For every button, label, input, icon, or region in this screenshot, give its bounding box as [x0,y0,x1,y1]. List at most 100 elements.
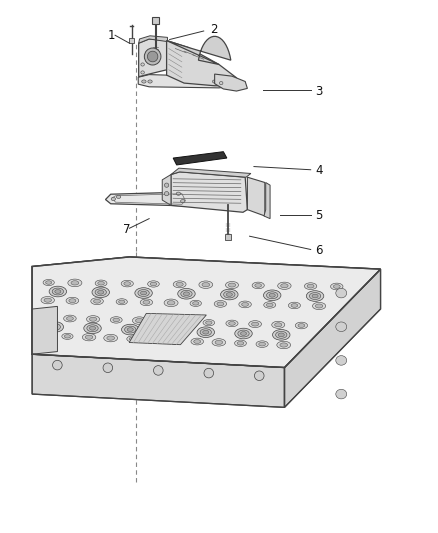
Text: 2: 2 [210,23,218,36]
Ellipse shape [238,330,249,337]
Ellipse shape [217,302,224,306]
Ellipse shape [150,282,157,286]
Ellipse shape [124,326,136,333]
Ellipse shape [295,322,307,329]
Ellipse shape [95,280,107,286]
Polygon shape [171,168,251,177]
Ellipse shape [164,183,169,187]
Ellipse shape [309,293,321,300]
Ellipse shape [141,71,145,74]
Bar [225,234,231,240]
Ellipse shape [140,299,152,305]
Ellipse shape [184,292,190,296]
Ellipse shape [336,389,347,399]
Ellipse shape [212,80,217,83]
Ellipse shape [181,290,192,297]
Ellipse shape [116,298,127,305]
Ellipse shape [275,323,282,327]
Ellipse shape [107,336,115,340]
Ellipse shape [64,315,76,322]
Ellipse shape [129,337,135,341]
Ellipse shape [43,316,50,320]
Ellipse shape [205,321,212,325]
Polygon shape [247,177,265,216]
Ellipse shape [226,293,233,296]
Ellipse shape [46,321,64,332]
Ellipse shape [148,336,160,343]
Polygon shape [32,354,285,407]
Ellipse shape [278,333,284,337]
Polygon shape [138,75,237,88]
Ellipse shape [148,51,158,62]
Ellipse shape [64,335,71,338]
Ellipse shape [219,80,224,83]
Ellipse shape [169,337,182,344]
Ellipse shape [159,326,177,336]
Ellipse shape [52,325,58,329]
Text: 4: 4 [315,164,322,177]
Ellipse shape [221,289,238,300]
Ellipse shape [162,327,174,334]
Ellipse shape [41,296,54,304]
Ellipse shape [117,195,121,198]
Ellipse shape [228,283,236,287]
Ellipse shape [148,281,159,287]
Ellipse shape [226,281,239,288]
Ellipse shape [272,321,285,328]
Text: 1: 1 [108,29,115,42]
Ellipse shape [280,343,288,347]
Ellipse shape [249,321,261,328]
Ellipse shape [264,302,276,308]
Ellipse shape [52,288,64,295]
Ellipse shape [98,290,104,294]
Ellipse shape [191,338,204,345]
Text: 7: 7 [123,223,131,236]
Polygon shape [139,36,167,43]
Ellipse shape [180,199,185,203]
Ellipse shape [214,301,226,307]
Ellipse shape [269,293,275,297]
Ellipse shape [110,317,122,323]
Polygon shape [166,41,237,86]
Polygon shape [32,306,57,354]
Ellipse shape [71,281,79,285]
Ellipse shape [95,289,106,296]
Ellipse shape [85,335,93,340]
Ellipse shape [132,317,146,325]
Ellipse shape [138,289,149,296]
Ellipse shape [167,301,175,305]
Ellipse shape [127,336,138,342]
Ellipse shape [203,320,215,326]
Ellipse shape [182,320,189,324]
Polygon shape [162,174,171,205]
Polygon shape [106,192,191,206]
Ellipse shape [288,302,300,309]
Ellipse shape [121,324,139,335]
Ellipse shape [202,282,210,287]
Ellipse shape [111,197,116,200]
Ellipse shape [242,303,248,306]
Ellipse shape [135,288,152,298]
Ellipse shape [219,82,223,85]
Ellipse shape [264,290,281,301]
Ellipse shape [178,288,195,299]
Ellipse shape [307,284,314,288]
Ellipse shape [84,323,101,334]
Ellipse shape [237,342,244,345]
Ellipse shape [87,325,98,332]
Ellipse shape [69,299,76,303]
Ellipse shape [203,330,209,334]
Ellipse shape [331,283,343,290]
Ellipse shape [113,318,120,322]
Ellipse shape [276,332,287,338]
Ellipse shape [199,281,213,288]
Ellipse shape [254,371,264,381]
Ellipse shape [229,321,235,325]
Ellipse shape [304,283,317,289]
Ellipse shape [224,291,235,298]
Ellipse shape [49,324,60,330]
Ellipse shape [141,63,145,66]
Ellipse shape [312,302,326,310]
Ellipse shape [272,329,290,340]
Ellipse shape [121,280,133,287]
